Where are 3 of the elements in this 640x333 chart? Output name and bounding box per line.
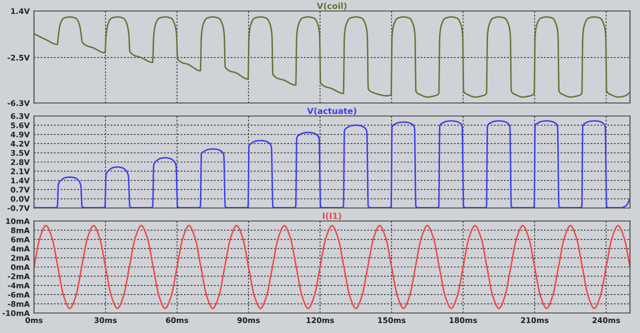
- series-label: V(coil): [316, 2, 347, 10]
- series-label: I(I1): [322, 212, 342, 220]
- series-label: V(actuate): [307, 108, 356, 116]
